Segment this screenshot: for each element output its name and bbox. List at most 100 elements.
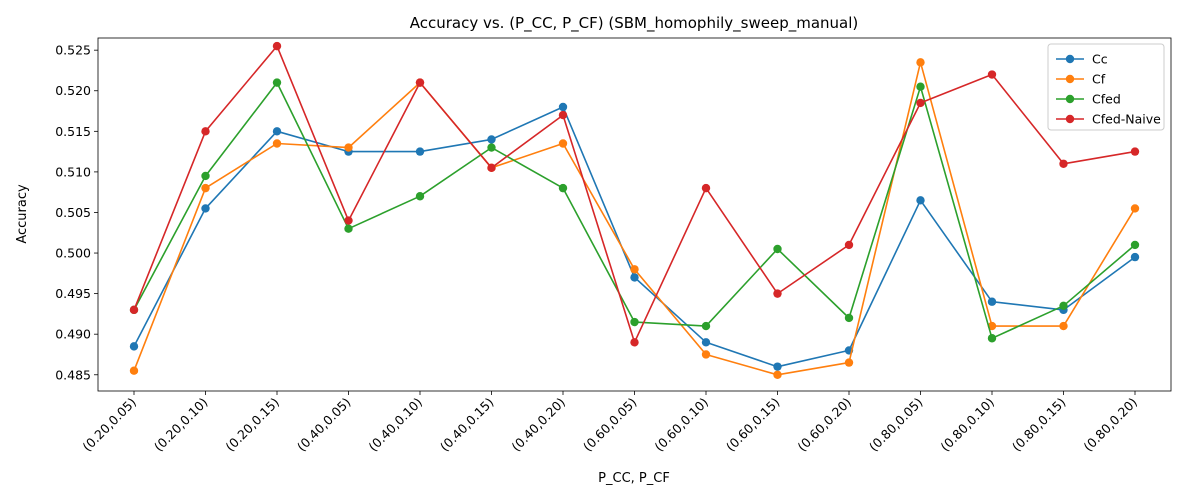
series-cfed <box>129 78 1140 343</box>
y-tick-label: 0.515 <box>55 124 91 139</box>
x-tick-label: (0.80,0.10) <box>937 395 997 455</box>
data-point <box>987 334 997 343</box>
x-tick-label: (0.40,0.05) <box>294 395 354 455</box>
data-point <box>201 183 210 193</box>
data-point <box>201 127 210 136</box>
data-point <box>344 143 353 152</box>
plot-area <box>98 38 1171 391</box>
y-axis: 0.485 0.490 0.495 0.500 0.505 0.510 0.515 0.520… <box>55 43 98 382</box>
data-point <box>773 244 782 254</box>
x-axis-title: P_CC, P_CF <box>598 471 670 486</box>
x-tick-label: (0.20,0.15) <box>222 395 282 455</box>
data-point <box>129 342 139 351</box>
data-point <box>344 216 353 225</box>
data-point <box>415 78 425 87</box>
data-point <box>558 139 568 148</box>
data-point <box>630 273 639 282</box>
data-point <box>844 240 854 250</box>
data-point <box>916 82 925 91</box>
data-point <box>773 289 782 298</box>
data-point <box>129 305 139 315</box>
data-point <box>916 58 925 67</box>
legend-label: Cf <box>1092 72 1106 87</box>
data-point <box>272 127 282 136</box>
data-point <box>272 41 282 51</box>
data-point <box>272 78 282 87</box>
data-point <box>1059 321 1068 331</box>
legend-label: Cfed <box>1092 92 1121 107</box>
data-point <box>701 338 711 347</box>
data-point <box>487 135 496 144</box>
chart-title: Accuracy vs. (P_CC, P_CF) (SBM_homophily… <box>410 14 859 33</box>
data-point <box>701 183 711 193</box>
y-axis-title: Accuracy <box>15 184 30 244</box>
x-tick-label: (0.60,0.05) <box>580 395 640 455</box>
data-point <box>344 224 353 233</box>
data-point <box>844 313 854 323</box>
data-point <box>487 143 496 152</box>
data-point <box>701 350 711 359</box>
legend-label: Cfed-Naive <box>1092 112 1161 127</box>
data-point <box>1059 301 1068 310</box>
data-point <box>630 317 639 327</box>
data-point <box>773 370 782 379</box>
data-point <box>630 265 639 274</box>
x-tick-label: (0.40,0.15) <box>437 395 497 455</box>
data-point <box>916 196 925 205</box>
data-point <box>415 147 425 156</box>
data-point <box>487 163 496 173</box>
legend-item: Cf <box>1056 72 1106 87</box>
data-point <box>987 70 997 79</box>
y-tick-label: 0.495 <box>55 286 91 301</box>
x-tick-label: (0.40,0.10) <box>365 395 425 455</box>
y-tick-label: 0.510 <box>55 164 91 179</box>
legend-box <box>1047 43 1165 131</box>
legend-item: Cc <box>1056 52 1108 67</box>
y-tick-label: 0.525 <box>55 43 91 58</box>
data-point <box>630 338 639 347</box>
data-point <box>987 297 997 306</box>
data-point <box>701 321 711 331</box>
legend-label: Cc <box>1092 52 1108 67</box>
x-tick-label: (0.20,0.05) <box>79 395 139 455</box>
data-point <box>558 102 568 112</box>
data-point <box>201 171 210 181</box>
x-tick-label: (0.80,0.20) <box>1080 395 1140 455</box>
y-tick-label: 0.490 <box>55 327 91 342</box>
x-tick-label: (0.80,0.15) <box>1009 395 1069 455</box>
data-point <box>201 204 210 213</box>
legend-marker <box>1065 94 1075 104</box>
legend-item: Cfed-Naive <box>1056 112 1161 127</box>
data-point <box>558 183 568 193</box>
x-tick-label: (0.60,0.15) <box>723 395 783 455</box>
y-tick-label: 0.520 <box>55 83 91 98</box>
x-tick-label: (0.60,0.10) <box>651 395 711 455</box>
data-point <box>916 98 925 108</box>
data-point <box>129 366 139 375</box>
x-tick-label: (0.40,0.20) <box>508 395 568 455</box>
y-tick-label: 0.485 <box>55 367 91 382</box>
legend: Cc Cf Cfed Cfed-Naive <box>1047 43 1165 131</box>
series-layer <box>129 41 1140 379</box>
data-point <box>1130 252 1140 262</box>
data-point <box>773 362 782 371</box>
data-point <box>1130 204 1140 213</box>
data-point <box>272 139 282 148</box>
data-point <box>558 110 568 120</box>
x-tick-label: (0.20,0.10) <box>151 395 211 455</box>
x-tick-label: (0.60,0.20) <box>794 395 854 455</box>
x-axis: (0.20,0.05) (0.20,0.10) (0.20,0.15) (0.40,0… <box>79 391 1140 454</box>
series-cf <box>129 58 1140 379</box>
legend-marker <box>1065 54 1075 64</box>
legend-marker <box>1065 114 1075 124</box>
data-point <box>1130 240 1140 250</box>
legend-marker <box>1065 74 1075 84</box>
y-tick-label: 0.500 <box>55 246 91 261</box>
series-cfed-naive <box>129 41 1140 347</box>
data-point <box>844 358 854 367</box>
data-point <box>1059 159 1068 168</box>
y-tick-label: 0.505 <box>55 205 91 220</box>
data-point <box>1130 147 1140 156</box>
x-tick-label: (0.80,0.05) <box>866 395 926 455</box>
